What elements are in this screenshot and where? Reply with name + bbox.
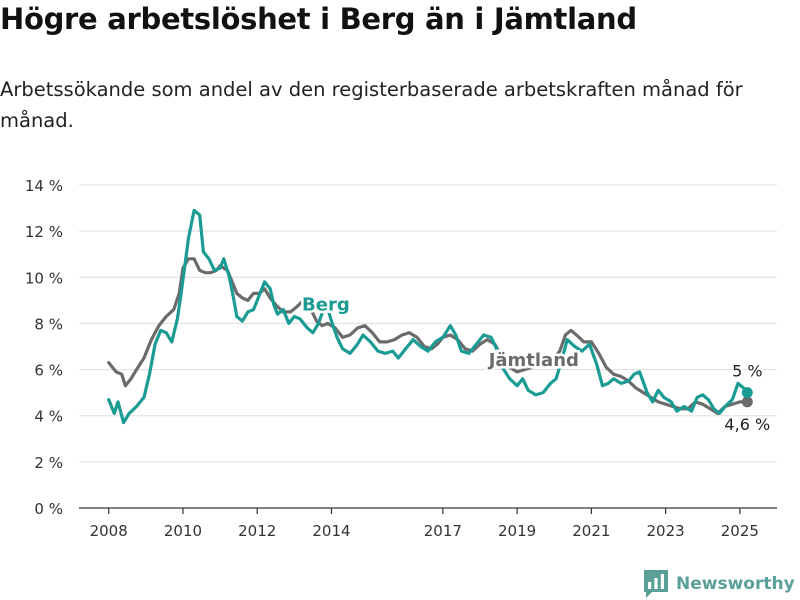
series-line-jämtland [107, 257, 749, 415]
y-tick-label: 2 % [34, 454, 63, 472]
y-tick-label: 0 % [34, 500, 63, 518]
brand-footer[interactable]: Newsworthy [644, 569, 795, 599]
x-tick-label: 2012 [238, 522, 276, 540]
y-tick-label: 6 % [34, 362, 63, 380]
x-tick-label: 2017 [424, 522, 462, 540]
x-tick-label: 2019 [498, 522, 536, 540]
chart-title: Högre arbetslöshet i Berg än i Jämtland [0, 2, 637, 36]
series-annotation: Berg [302, 295, 350, 316]
x-tick-label: 2025 [721, 522, 759, 540]
y-tick-label: 14 % [25, 177, 63, 195]
y-tick-label: 10 % [25, 269, 63, 287]
y-tick-label: 8 % [34, 315, 63, 333]
chart-subtitle: Arbetssökande som andel av den registerb… [0, 78, 743, 132]
x-tick-label: 2023 [647, 522, 685, 540]
series-line-berg [107, 208, 749, 425]
y-tick-label: 12 % [25, 223, 63, 241]
newsworthy-logo-icon [644, 570, 668, 598]
x-tick-label: 2008 [90, 522, 128, 540]
series-annotation: Jämtland [487, 350, 579, 371]
end-label-berg: 5 % [732, 362, 762, 381]
x-tick-label: 2014 [312, 522, 350, 540]
y-tick-label: 4 % [34, 408, 63, 426]
end-label-jämtland: 4,6 % [724, 415, 770, 434]
end-point-berg [741, 387, 753, 399]
x-tick-label: 2010 [164, 522, 202, 540]
x-tick-label: 2021 [572, 522, 610, 540]
end-point-jämtland [741, 396, 753, 408]
brand-name: Newsworthy [676, 574, 795, 594]
